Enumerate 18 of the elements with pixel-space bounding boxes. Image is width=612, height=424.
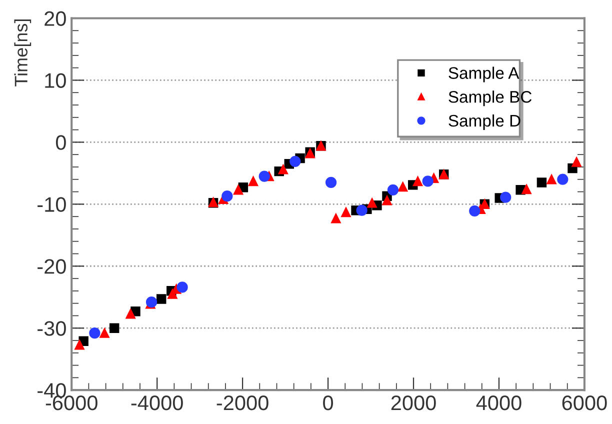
legend-label: Sample D xyxy=(448,114,520,130)
y-tick-label: 0 xyxy=(56,135,66,150)
legend-label: Sample BC xyxy=(448,90,532,106)
y-tick-label: 10 xyxy=(45,73,66,88)
x-tick-label: 6000 xyxy=(562,395,607,410)
x-tick-label: -2000 xyxy=(216,395,268,410)
y-tick-label: -30 xyxy=(38,321,66,336)
x-tick-label: 4000 xyxy=(476,395,522,410)
x-tick-label: -6000 xyxy=(46,395,98,410)
y-tick-label: 20 xyxy=(44,11,66,26)
y-tick-label: -10 xyxy=(38,197,66,212)
x-tick-label: 2000 xyxy=(391,395,436,410)
y-tick-label: -40 xyxy=(38,383,66,398)
y-tick-label: -20 xyxy=(38,259,66,274)
y-axis-title: Time[ns] xyxy=(14,20,32,86)
x-tick-label: 0 xyxy=(323,395,334,410)
legend-label: Sample A xyxy=(448,66,520,82)
x-tick-label: -4000 xyxy=(131,395,183,410)
